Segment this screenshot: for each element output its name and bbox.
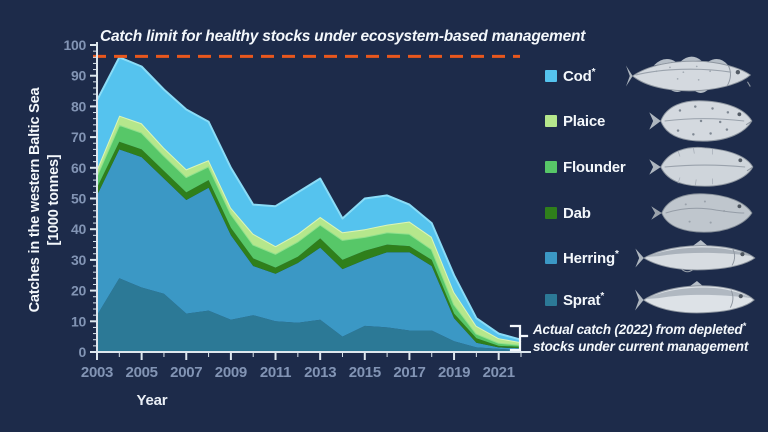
x-tick-label: 2003: [81, 364, 113, 381]
sprat-illustration-icon: [635, 280, 755, 314]
x-tick-label: 2019: [438, 364, 470, 381]
y-tick-label: 40: [71, 221, 86, 237]
legend-label-plaice: Plaice: [563, 112, 605, 130]
legend-label-flounder: Flounder: [563, 158, 626, 176]
y-tick-label: 10: [71, 313, 86, 329]
y-tick-label: 30: [71, 252, 86, 268]
x-axis-ticks: 2003 2005 2007 2009 2011 2013 2015 2017 2019 2021: [81, 352, 522, 381]
actual-catch-annotation-line2: stocks under current management: [533, 339, 749, 355]
x-tick-label: 2013: [304, 364, 336, 381]
y-axis-label: Catches in the western Baltic Sea [1000 …: [26, 30, 70, 370]
x-axis-label: Year: [136, 392, 168, 409]
area-plaice: [97, 115, 521, 345]
legend-label-sprat-text: Sprat: [563, 292, 601, 309]
legend-label-cod-text: Cod: [563, 68, 592, 85]
plaice-illustration-icon: [649, 100, 753, 142]
actual-catch-annotation-line1: Actual catch (2022) from depleted*: [533, 321, 765, 338]
y-tick-label: 50: [71, 191, 86, 207]
x-tick-label: 2009: [215, 364, 247, 381]
sprat-swatch: [545, 294, 557, 306]
y-tick-label: 60: [71, 160, 86, 176]
legend-label-herring: Herring*: [563, 249, 619, 267]
legend-label-flounder-text: Flounder: [563, 159, 626, 176]
actual-catch-annotation-text1: Actual catch (2022) from depleted: [533, 322, 743, 337]
y-axis-label-line2: [1000 tonnes]: [45, 154, 62, 246]
cod-illustration-icon: [625, 56, 752, 93]
herring-illustration-icon: [635, 240, 756, 273]
legend-label-plaice-text: Plaice: [563, 113, 606, 130]
legend-label-sprat: Sprat*: [563, 291, 604, 309]
cod-swatch: [545, 70, 557, 82]
legend-label-dab-text: Dab: [563, 205, 591, 222]
y-tick-label: 70: [71, 129, 86, 145]
x-tick-label: 2005: [126, 364, 158, 381]
area-edge-cod: [96, 56, 522, 341]
flounder-illustration-icon: [649, 146, 754, 187]
dab-swatch: [545, 207, 557, 219]
y-tick-label: 0: [79, 344, 87, 360]
area-cod: [97, 57, 521, 343]
legend-row-cod: Cod*: [545, 53, 759, 99]
actual-catch-annotation: Actual catch (2022) from depleted* stock…: [533, 321, 765, 356]
legend-label-cod-star: *: [591, 67, 596, 78]
herring-swatch: [545, 252, 557, 264]
x-tick-label: 2017: [393, 364, 425, 381]
legend-label-dab: Dab: [563, 204, 591, 222]
legend-row-plaice: Plaice: [545, 98, 759, 144]
legend-label-sprat-star: *: [600, 291, 605, 302]
x-tick-label: 2011: [260, 364, 291, 381]
flounder-swatch: [545, 161, 557, 173]
legend-row-herring: Herring*: [545, 240, 759, 276]
y-tick-label: 20: [71, 283, 86, 299]
area-herring: [97, 149, 521, 351]
legend-label-herring-star: *: [614, 249, 619, 260]
area-sprat: [97, 278, 521, 352]
actual-catch-annotation-star: *: [742, 321, 746, 331]
x-tick-label: 2021: [483, 364, 515, 381]
dab-illustration-icon: [651, 193, 753, 233]
x-tick-label: 2007: [170, 364, 202, 381]
legend-row-flounder: Flounder: [545, 144, 759, 190]
y-axis-label-line1: Catches in the western Baltic Sea: [27, 87, 43, 313]
actual-catch-bracket: [509, 324, 529, 352]
legend-row-sprat: Sprat*: [545, 280, 759, 320]
area-flounder: [97, 124, 521, 347]
y-tick-label: 90: [71, 68, 86, 84]
catch-limit-label: Catch limit for healthy stocks under eco…: [100, 28, 586, 45]
legend-label-cod: Cod*: [563, 67, 595, 85]
y-axis-ticks: 0 10 20 30 40 50 60 70 80 90 100: [64, 37, 97, 360]
legend-label-herring-text: Herring: [563, 250, 615, 267]
plaice-swatch: [545, 115, 557, 127]
x-tick-label: 2015: [349, 364, 381, 381]
legend-row-dab: Dab: [545, 190, 759, 236]
y-tick-label: 100: [64, 37, 87, 53]
y-tick-label: 80: [71, 98, 86, 114]
